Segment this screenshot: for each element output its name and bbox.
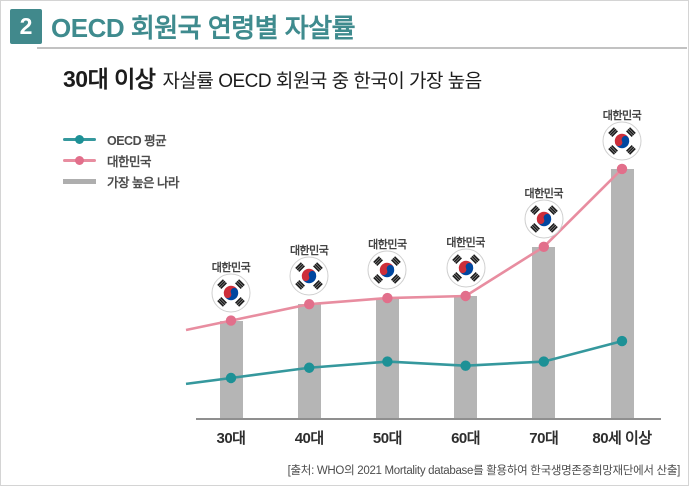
legend-label: 대한민국 <box>107 155 152 169</box>
legend-line-dot-swatch <box>63 156 96 165</box>
highest-country-bar-60대 <box>454 296 478 418</box>
legend-item-1: 대한민국 <box>63 150 179 171</box>
highest-country-bar-70대 <box>532 246 556 418</box>
subtitle-rest: 자살률 OECD 회원국 중 한국이 가장 높음 <box>162 71 482 92</box>
bar-annotation-label: 대한민국 <box>602 109 642 122</box>
header-divider <box>37 47 687 49</box>
x-axis-label-80세 이상: 80세 이상 <box>592 430 652 447</box>
x-axis-label-60대: 60대 <box>451 430 481 447</box>
x-axis-label-30대: 30대 <box>216 430 247 447</box>
highest-country-bar-30대 <box>219 320 243 418</box>
korea-flag-icon <box>367 250 407 290</box>
page-title: OECD 회원국 연령별 자살률 <box>51 13 356 43</box>
highest-country-bar-80세 이상 <box>610 168 634 418</box>
oecd-line <box>185 339 623 386</box>
x-axis-label-70대: 70대 <box>529 430 559 447</box>
legend-item-2: 가장 높은 나라 <box>63 171 179 192</box>
legend-bar-swatch <box>63 179 96 184</box>
legend-item-0: OECD 평균 <box>63 129 179 150</box>
korea-flag-icon <box>524 199 564 239</box>
x-axis-label-50대: 50대 <box>372 430 403 447</box>
section-number-badge: 2 <box>10 9 42 44</box>
x-axis-line <box>196 418 661 420</box>
korea-flag-icon <box>446 248 486 288</box>
source-note: [출처: WHO의 2021 Mortality database를 활용하여 … <box>287 465 681 477</box>
legend-label: OECD 평균 <box>107 134 167 148</box>
x-axis-label-40대: 40대 <box>294 430 325 447</box>
korea-flag-icon <box>211 273 251 313</box>
legend-label: 가장 높은 나라 <box>107 176 179 190</box>
legend-line-dot-swatch <box>63 135 96 144</box>
korea-flag-icon <box>602 121 642 161</box>
highest-country-bar-50대 <box>375 298 399 418</box>
korea-flag-icon <box>289 256 329 296</box>
chart-subtitle: 30대 이상 자살률 OECD 회원국 중 한국이 가장 높음 <box>63 60 482 94</box>
highest-country-bar-40대 <box>297 304 321 418</box>
subtitle-emphasis: 30대 이상 <box>63 66 156 92</box>
